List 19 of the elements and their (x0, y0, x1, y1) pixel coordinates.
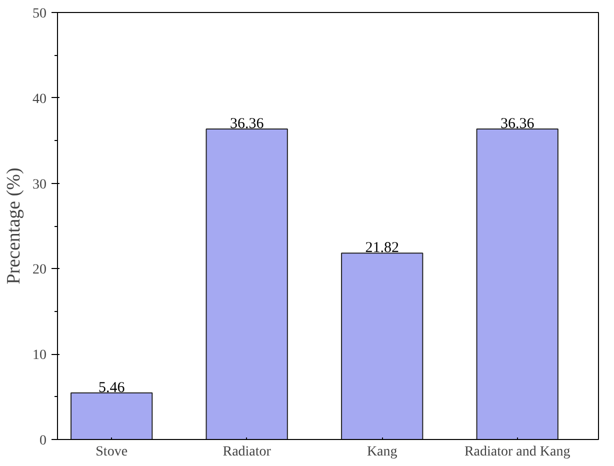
x-tick-label: Kang (366, 444, 398, 460)
y-tick-label: 50 (32, 6, 46, 22)
data-label: 36.36 (230, 116, 264, 132)
data-label: 5.46 (98, 380, 126, 396)
y-tick-label: 30 (32, 177, 46, 192)
y-axis-title: Precentage (%) (4, 168, 24, 284)
bar (206, 128, 288, 440)
x-tick-label: Radiator (222, 444, 272, 460)
x-tick-label: Radiator and Kang (464, 444, 570, 460)
y-tick-label: 10 (32, 348, 46, 364)
bar (476, 128, 558, 440)
y-tick-label: 40 (32, 92, 46, 107)
x-tick-label: Stove (96, 444, 128, 460)
data-label: 36.36 (500, 116, 535, 132)
data-label: 21.82 (365, 240, 399, 256)
y-tick-label: 0 (40, 434, 46, 448)
bar (341, 252, 424, 440)
bar (70, 392, 153, 440)
y-tick-label: 20 (32, 262, 46, 278)
